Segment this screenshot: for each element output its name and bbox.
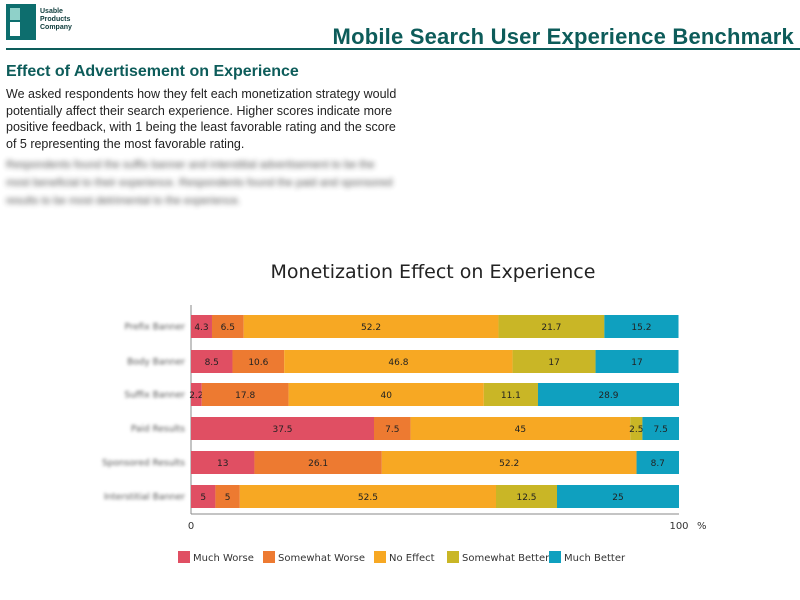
data-label: 21.7 xyxy=(541,323,561,333)
legend-label: Much Better xyxy=(564,553,626,564)
data-label: 52.2 xyxy=(499,459,519,469)
bar-segment xyxy=(381,451,637,474)
bar-segment xyxy=(557,485,679,508)
bar-segment xyxy=(642,417,679,440)
bar-segment xyxy=(496,485,557,508)
bar-segment xyxy=(512,350,596,373)
logo-line: Usable xyxy=(40,8,63,15)
data-label: 7.5 xyxy=(654,425,668,435)
bar-segment xyxy=(191,350,233,373)
bar-segment xyxy=(374,417,411,440)
legend-label: No Effect xyxy=(389,553,435,564)
data-label: 10.6 xyxy=(248,358,268,368)
data-label: 12.5 xyxy=(516,493,536,503)
logo-line: Company xyxy=(40,24,72,31)
data-label: 13 xyxy=(217,459,228,469)
data-label: 6.5 xyxy=(221,323,235,333)
category-label: Sponsored Results xyxy=(102,459,185,469)
logo-mark xyxy=(6,4,36,40)
data-label: 46.8 xyxy=(388,358,408,368)
bar-segment xyxy=(537,383,679,406)
page-title: Mobile Search User Experience Benchmark xyxy=(332,24,794,49)
bar-segment xyxy=(254,451,382,474)
data-label: 15.2 xyxy=(631,323,651,333)
data-label: 2.5 xyxy=(629,425,643,435)
bar-segment xyxy=(191,383,202,406)
legend-swatch xyxy=(447,551,459,563)
data-label: 52.5 xyxy=(358,493,378,503)
data-label: 8.5 xyxy=(205,358,219,368)
stacked-bar-chart: Monetization Effect on Experience 0 100 % Pr… xyxy=(102,261,707,564)
x-tick-label: 100 xyxy=(669,521,688,532)
header-divider xyxy=(6,48,800,50)
bar-segment xyxy=(215,485,240,508)
bar-segment xyxy=(239,485,497,508)
bar-segment xyxy=(630,417,643,440)
data-label: 5 xyxy=(225,493,231,503)
data-label: 26.1 xyxy=(308,459,328,469)
chart-title: Monetization Effect on Experience xyxy=(271,261,596,283)
x-unit-label: % xyxy=(697,521,707,532)
legend-label: Somewhat Better xyxy=(462,553,550,564)
data-label: 17 xyxy=(548,358,559,368)
bar-segment xyxy=(201,383,289,406)
data-label: 7.5 xyxy=(385,425,399,435)
company-logo: Usable Products Company xyxy=(6,4,106,44)
section-title: Effect of Advertisement on Experience xyxy=(6,63,299,80)
data-label: 17.8 xyxy=(235,391,255,401)
logo-line: Products xyxy=(40,16,71,23)
bar-segment xyxy=(191,451,255,474)
data-label: 2.2 xyxy=(189,391,203,401)
legend-swatch xyxy=(374,551,386,563)
bar-segment xyxy=(243,315,499,338)
logo-text: Usable Products Company xyxy=(40,8,100,32)
bar-segment xyxy=(191,417,374,440)
blurred-paragraph: Respondents found the suffix banner and … xyxy=(6,159,393,207)
bar-segment xyxy=(498,315,605,338)
legend-label: Somewhat Worse xyxy=(278,553,365,564)
bar-segment xyxy=(636,451,679,474)
legend-swatch xyxy=(178,551,190,563)
data-label: 17 xyxy=(631,358,642,368)
legend-label: Much Worse xyxy=(193,553,254,564)
data-label: 25 xyxy=(612,493,623,503)
category-label: Suffix Banner xyxy=(124,391,185,401)
data-label: 11.1 xyxy=(501,391,521,401)
data-label: 45 xyxy=(515,425,526,435)
data-label: 52.2 xyxy=(361,323,381,333)
bar-segment xyxy=(410,417,631,440)
legend-swatch xyxy=(263,551,275,563)
bar-segment xyxy=(284,350,513,373)
data-label: 37.5 xyxy=(272,425,292,435)
category-label: Interstitial Banner xyxy=(104,493,185,503)
data-label: 28.9 xyxy=(598,391,618,401)
intro-paragraph: We asked respondents how they felt each … xyxy=(6,87,397,151)
data-label: 40 xyxy=(380,391,392,401)
category-label: Paid Results xyxy=(131,425,185,435)
bar-segment xyxy=(191,485,216,508)
bar-segment xyxy=(211,315,244,338)
bar-segment xyxy=(595,350,679,373)
bar-segment xyxy=(604,315,679,338)
x-tick-label: 0 xyxy=(188,521,194,532)
bar-segment xyxy=(191,315,212,338)
category-label: Prefix Banner xyxy=(125,323,186,333)
data-label: 5 xyxy=(200,493,206,503)
data-label: 4.3 xyxy=(194,323,208,333)
bar-segment xyxy=(288,383,484,406)
category-label: Body Banner xyxy=(127,358,185,368)
data-label: 8.7 xyxy=(651,459,665,469)
legend-swatch xyxy=(549,551,561,563)
bar-segment xyxy=(483,383,538,406)
bar-segment xyxy=(232,350,285,373)
